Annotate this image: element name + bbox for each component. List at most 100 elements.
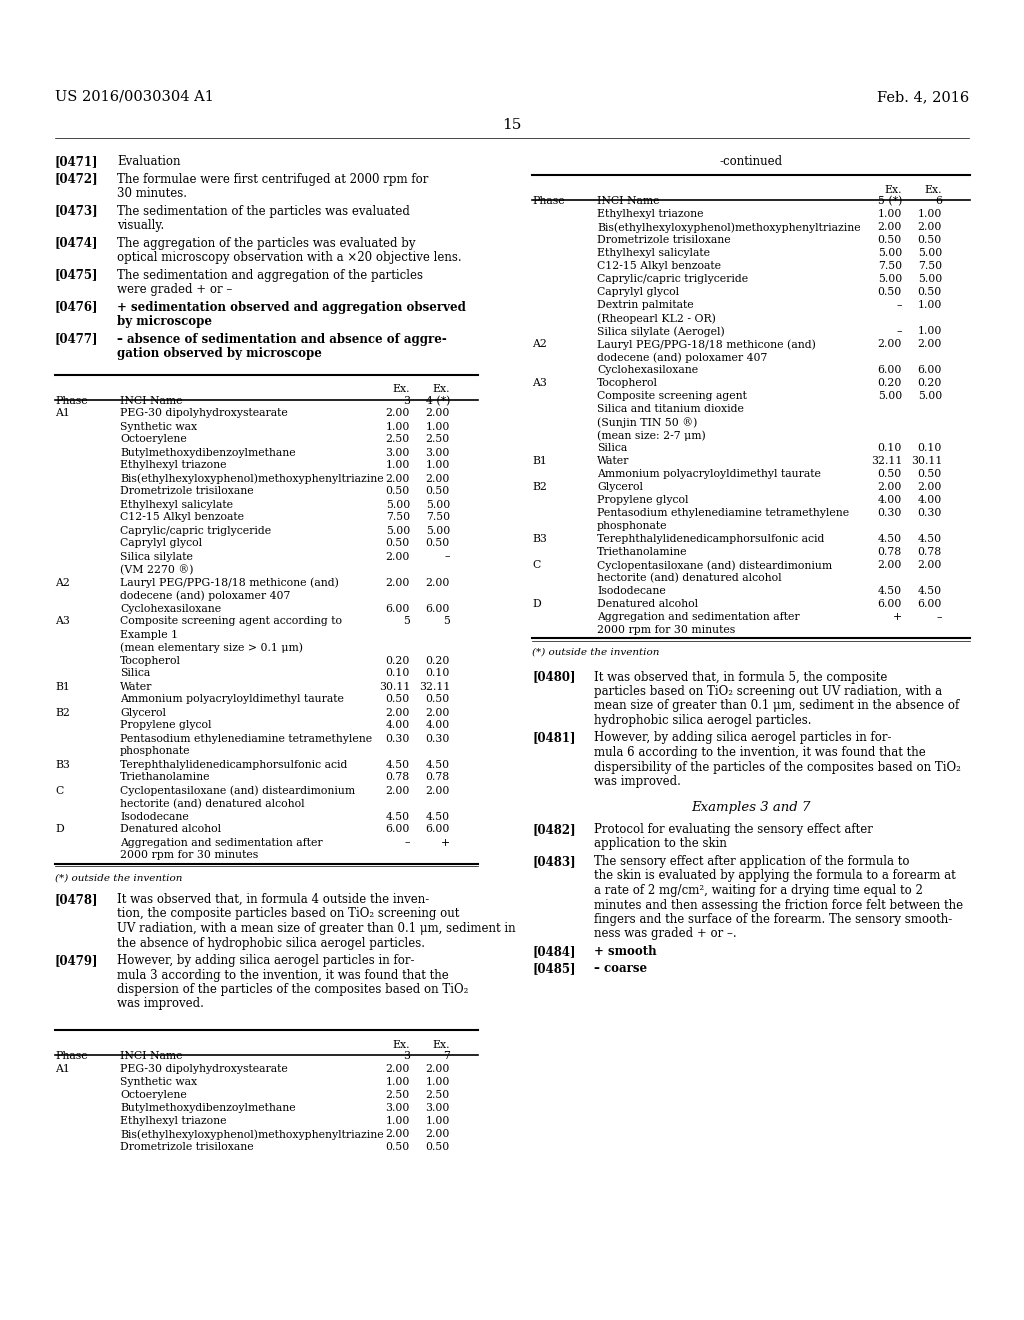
Text: 0.50: 0.50	[386, 539, 410, 549]
Text: [0484]: [0484]	[532, 945, 575, 958]
Text: 0.50: 0.50	[918, 286, 942, 297]
Text: ness was graded + or –.: ness was graded + or –.	[594, 928, 736, 940]
Text: application to the skin: application to the skin	[594, 837, 727, 850]
Text: PEG-30 dipolyhydroxystearate: PEG-30 dipolyhydroxystearate	[120, 408, 288, 418]
Text: US 2016/0030304 A1: US 2016/0030304 A1	[55, 90, 214, 104]
Text: B2: B2	[532, 482, 547, 492]
Text: Ex.: Ex.	[432, 1040, 450, 1049]
Text: 2.50: 2.50	[426, 1090, 450, 1100]
Text: Feb. 4, 2016: Feb. 4, 2016	[877, 90, 969, 104]
Text: 6: 6	[935, 195, 942, 206]
Text: 30 minutes.: 30 minutes.	[117, 187, 187, 201]
Text: 6.00: 6.00	[918, 599, 942, 609]
Text: (Rheopearl KL2 - OR): (Rheopearl KL2 - OR)	[597, 313, 716, 323]
Text: Tocopherol: Tocopherol	[120, 656, 181, 665]
Text: A3: A3	[532, 378, 547, 388]
Text: Butylmethoxydibenzoylmethane: Butylmethoxydibenzoylmethane	[120, 447, 296, 458]
Text: B2: B2	[55, 708, 70, 718]
Text: 1.00: 1.00	[386, 1115, 410, 1126]
Text: The sedimentation and aggregation of the particles: The sedimentation and aggregation of the…	[117, 268, 423, 281]
Text: Triethanolamine: Triethanolamine	[597, 546, 687, 557]
Text: Ammonium polyacryloyldimethyl taurate: Ammonium polyacryloyldimethyl taurate	[597, 469, 821, 479]
Text: 0.50: 0.50	[878, 235, 902, 246]
Text: – absence of sedimentation and absence of aggre-: – absence of sedimentation and absence o…	[117, 333, 446, 346]
Text: 5: 5	[403, 616, 410, 627]
Text: Caprylic/capric triglyceride: Caprylic/capric triglyceride	[120, 525, 271, 536]
Text: (*) outside the invention: (*) outside the invention	[532, 648, 659, 657]
Text: [0471]: [0471]	[55, 154, 98, 168]
Text: Octoerylene: Octoerylene	[120, 1090, 186, 1100]
Text: hectorite (and) denatured alcohol: hectorite (and) denatured alcohol	[120, 799, 304, 809]
Text: PEG-30 dipolyhydroxystearate: PEG-30 dipolyhydroxystearate	[120, 1064, 288, 1074]
Text: However, by adding silica aerogel particles in for-: However, by adding silica aerogel partic…	[594, 731, 892, 744]
Text: 0.20: 0.20	[918, 378, 942, 388]
Text: 2.00: 2.00	[426, 1129, 450, 1139]
Text: 2.00: 2.00	[426, 1064, 450, 1074]
Text: The aggregation of the particles was evaluated by: The aggregation of the particles was eva…	[117, 236, 416, 249]
Text: 6.00: 6.00	[918, 366, 942, 375]
Text: However, by adding silica aerogel particles in for-: However, by adding silica aerogel partic…	[117, 954, 415, 968]
Text: 0.10: 0.10	[386, 668, 410, 678]
Text: 6.00: 6.00	[386, 825, 410, 834]
Text: 5.00: 5.00	[426, 499, 450, 510]
Text: 2.00: 2.00	[386, 552, 410, 561]
Text: dodecene (and) poloxamer 407: dodecene (and) poloxamer 407	[120, 590, 291, 601]
Text: Synthetic wax: Synthetic wax	[120, 1077, 198, 1086]
Text: (VM 2270 ®): (VM 2270 ®)	[120, 565, 194, 576]
Text: Butylmethoxydibenzoylmethane: Butylmethoxydibenzoylmethane	[120, 1104, 296, 1113]
Text: 4.00: 4.00	[918, 495, 942, 506]
Text: Composite screening agent: Composite screening agent	[597, 391, 746, 401]
Text: Denatured alcohol: Denatured alcohol	[120, 825, 221, 834]
Text: INCI Name: INCI Name	[597, 195, 659, 206]
Text: C12-15 Alkyl benzoate: C12-15 Alkyl benzoate	[597, 261, 721, 271]
Text: Silica silylate (Aerogel): Silica silylate (Aerogel)	[597, 326, 725, 337]
Text: Ethylhexyl triazone: Ethylhexyl triazone	[120, 1115, 226, 1126]
Text: B3: B3	[532, 535, 547, 544]
Text: 4.00: 4.00	[426, 721, 450, 730]
Text: – coarse: – coarse	[594, 962, 647, 975]
Text: 7.50: 7.50	[426, 512, 450, 523]
Text: Cyclopentasiloxane (and) disteardimonium: Cyclopentasiloxane (and) disteardimonium	[597, 560, 833, 570]
Text: 1.00: 1.00	[386, 461, 410, 470]
Text: Glycerol: Glycerol	[597, 482, 643, 492]
Text: 0.30: 0.30	[426, 734, 450, 743]
Text: Water: Water	[597, 455, 630, 466]
Text: +: +	[441, 837, 450, 847]
Text: Phase: Phase	[55, 396, 88, 405]
Text: Drometrizole trisiloxane: Drometrizole trisiloxane	[597, 235, 731, 246]
Text: 1.00: 1.00	[918, 209, 942, 219]
Text: 4.00: 4.00	[878, 495, 902, 506]
Text: 0.50: 0.50	[426, 487, 450, 496]
Text: 2.00: 2.00	[878, 560, 902, 570]
Text: 4.50: 4.50	[878, 535, 902, 544]
Text: 0.78: 0.78	[426, 772, 450, 783]
Text: 0.50: 0.50	[426, 1142, 450, 1152]
Text: [0482]: [0482]	[532, 822, 575, 836]
Text: 5.00: 5.00	[878, 248, 902, 257]
Text: the skin is evaluated by applying the formula to a forearm at: the skin is evaluated by applying the fo…	[594, 870, 955, 883]
Text: Ethylhexyl salicylate: Ethylhexyl salicylate	[597, 248, 710, 257]
Text: Bis(ethylhexyloxyphenol)methoxyphenyltriazine: Bis(ethylhexyloxyphenol)methoxyphenyltri…	[597, 222, 860, 232]
Text: INCI Name: INCI Name	[120, 396, 182, 405]
Text: + sedimentation observed and aggregation observed: + sedimentation observed and aggregation…	[117, 301, 466, 314]
Text: Lauryl PEG/PPG-18/18 methicone (and): Lauryl PEG/PPG-18/18 methicone (and)	[597, 339, 816, 350]
Text: INCI Name: INCI Name	[120, 1051, 182, 1061]
Text: Cyclopentasiloxane (and) disteardimonium: Cyclopentasiloxane (and) disteardimonium	[120, 785, 355, 796]
Text: 0.50: 0.50	[918, 235, 942, 246]
Text: Drometrizole trisiloxane: Drometrizole trisiloxane	[120, 1142, 254, 1152]
Text: Dextrin palmitate: Dextrin palmitate	[597, 300, 693, 310]
Text: by microscope: by microscope	[117, 315, 212, 327]
Text: 32.11: 32.11	[870, 455, 902, 466]
Text: 3.00: 3.00	[426, 447, 450, 458]
Text: [0474]: [0474]	[55, 236, 98, 249]
Text: 4.50: 4.50	[426, 759, 450, 770]
Text: 2.00: 2.00	[878, 339, 902, 348]
Text: C: C	[532, 560, 541, 570]
Text: (Sunjin TIN 50 ®): (Sunjin TIN 50 ®)	[597, 417, 697, 428]
Text: 5 (*): 5 (*)	[878, 195, 902, 206]
Text: 2.00: 2.00	[386, 785, 410, 796]
Text: tion, the composite particles based on TiO₂ screening out: tion, the composite particles based on T…	[117, 908, 460, 920]
Text: Silica: Silica	[120, 668, 151, 678]
Text: Synthetic wax: Synthetic wax	[120, 421, 198, 432]
Text: [0473]: [0473]	[55, 205, 98, 218]
